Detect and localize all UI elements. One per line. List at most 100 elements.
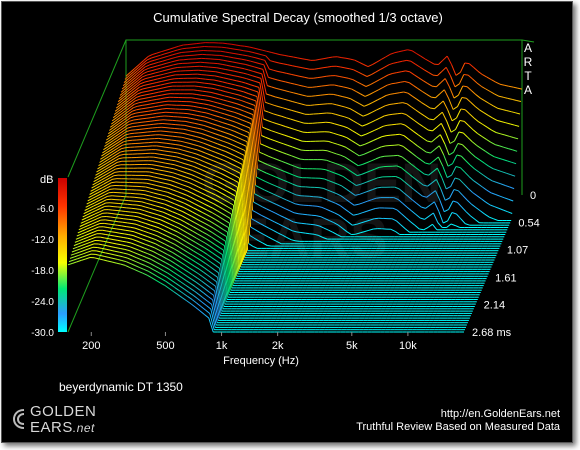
slice-segment: [496, 195, 500, 197]
slice-segment: [201, 285, 205, 288]
slice-segment: [105, 164, 109, 167]
slice-segment: [509, 136, 513, 137]
slice-segment: [469, 126, 473, 130]
slice-segment: [451, 224, 455, 226]
slice-segment: [337, 144, 341, 145]
slice-segment: [448, 213, 452, 221]
slice-segment: [213, 228, 217, 231]
slice-segment: [253, 71, 257, 72]
slice-segment: [480, 160, 484, 163]
slice-segment: [348, 78, 352, 79]
slice-segment: [95, 212, 99, 214]
slice-segment: [144, 248, 148, 250]
slice-segment: [245, 46, 249, 47]
slice-segment: [142, 202, 146, 203]
slice-segment: [413, 142, 417, 145]
slice-segment: [346, 58, 350, 59]
slice-segment: [361, 134, 365, 136]
slice-segment: [119, 158, 123, 159]
slice-segment: [468, 75, 472, 79]
slice-segment: [224, 118, 228, 119]
slice-segment: [148, 55, 152, 57]
slice-segment: [188, 187, 192, 189]
slice-segment: [414, 86, 418, 89]
slice-segment: [207, 109, 211, 110]
slice-segment: [282, 116, 286, 117]
slice-segment: [176, 178, 180, 180]
slice-segment: [158, 158, 162, 159]
slice-segment: [205, 100, 209, 101]
slice-segment: [101, 153, 105, 156]
slice-segment: [515, 125, 519, 126]
slice-segment: [293, 102, 297, 103]
slice-segment: [92, 196, 96, 198]
slice-segment: [343, 136, 347, 138]
slice-segment: [351, 140, 355, 143]
slice-segment: [156, 185, 160, 186]
slice-segment: [271, 95, 275, 97]
slice-segment: [185, 265, 189, 268]
slice-segment: [97, 191, 101, 193]
slice-segment: [498, 108, 502, 109]
slice-segment: [280, 134, 284, 135]
slice-segment: [474, 67, 478, 71]
slice-segment: [145, 191, 149, 192]
slice-segment: [390, 104, 394, 105]
slice-segment: [432, 86, 436, 87]
slice-segment: [146, 240, 150, 242]
slice-segment: [114, 159, 118, 162]
slice-segment: [267, 86, 271, 87]
slice-segment: [499, 158, 503, 159]
slice-segment: [105, 238, 109, 239]
slice-segment: [374, 90, 378, 92]
slice-segment: [149, 212, 153, 213]
slice-segment: [112, 155, 116, 158]
slice-segment: [166, 200, 170, 202]
slice-segment: [496, 133, 500, 134]
slice-segment: [486, 202, 490, 205]
slice-segment: [182, 176, 186, 178]
slice-segment: [211, 132, 215, 134]
slice-segment: [215, 116, 219, 117]
slice-segment: [436, 83, 440, 87]
slice-segment: [194, 123, 198, 124]
slice-segment: [310, 105, 314, 106]
slice-segment: [143, 252, 147, 254]
slice-segment: [97, 205, 101, 207]
slice-segment: [148, 196, 152, 197]
slice-segment: [269, 69, 273, 70]
slice-segment: [190, 244, 194, 247]
slice-segment: [222, 86, 226, 87]
slice-segment: [172, 54, 176, 55]
slice-segment: [110, 221, 114, 222]
slice-segment: [147, 104, 151, 105]
slice-segment: [163, 139, 167, 140]
slice-segment: [102, 174, 106, 177]
slice-segment: [518, 88, 522, 89]
slice-segment: [138, 89, 142, 91]
slice-segment: [213, 102, 217, 103]
slice-segment: [92, 186, 96, 189]
slice-segment: [148, 114, 152, 115]
slice-segment: [492, 130, 496, 132]
slice-segment: [402, 214, 406, 218]
slice-segment: [454, 190, 458, 191]
slice-segment: [91, 214, 95, 216]
slice-segment: [136, 112, 140, 113]
slice-segment: [108, 168, 112, 171]
slice-segment: [100, 170, 104, 173]
slice-segment: [185, 164, 189, 165]
slice-segment: [189, 165, 193, 166]
slice-segment: [383, 125, 387, 126]
slice-segment: [416, 54, 420, 57]
slice-segment: [224, 56, 228, 57]
slice-segment: [459, 179, 463, 184]
slice-segment: [255, 86, 259, 87]
slice-segment: [179, 271, 183, 274]
slice-segment: [353, 80, 357, 82]
slice-segment: [226, 87, 230, 88]
slice-segment: [195, 223, 199, 225]
slice-segment: [482, 136, 486, 139]
slice-segment: [158, 254, 162, 256]
slice-segment: [401, 124, 405, 125]
